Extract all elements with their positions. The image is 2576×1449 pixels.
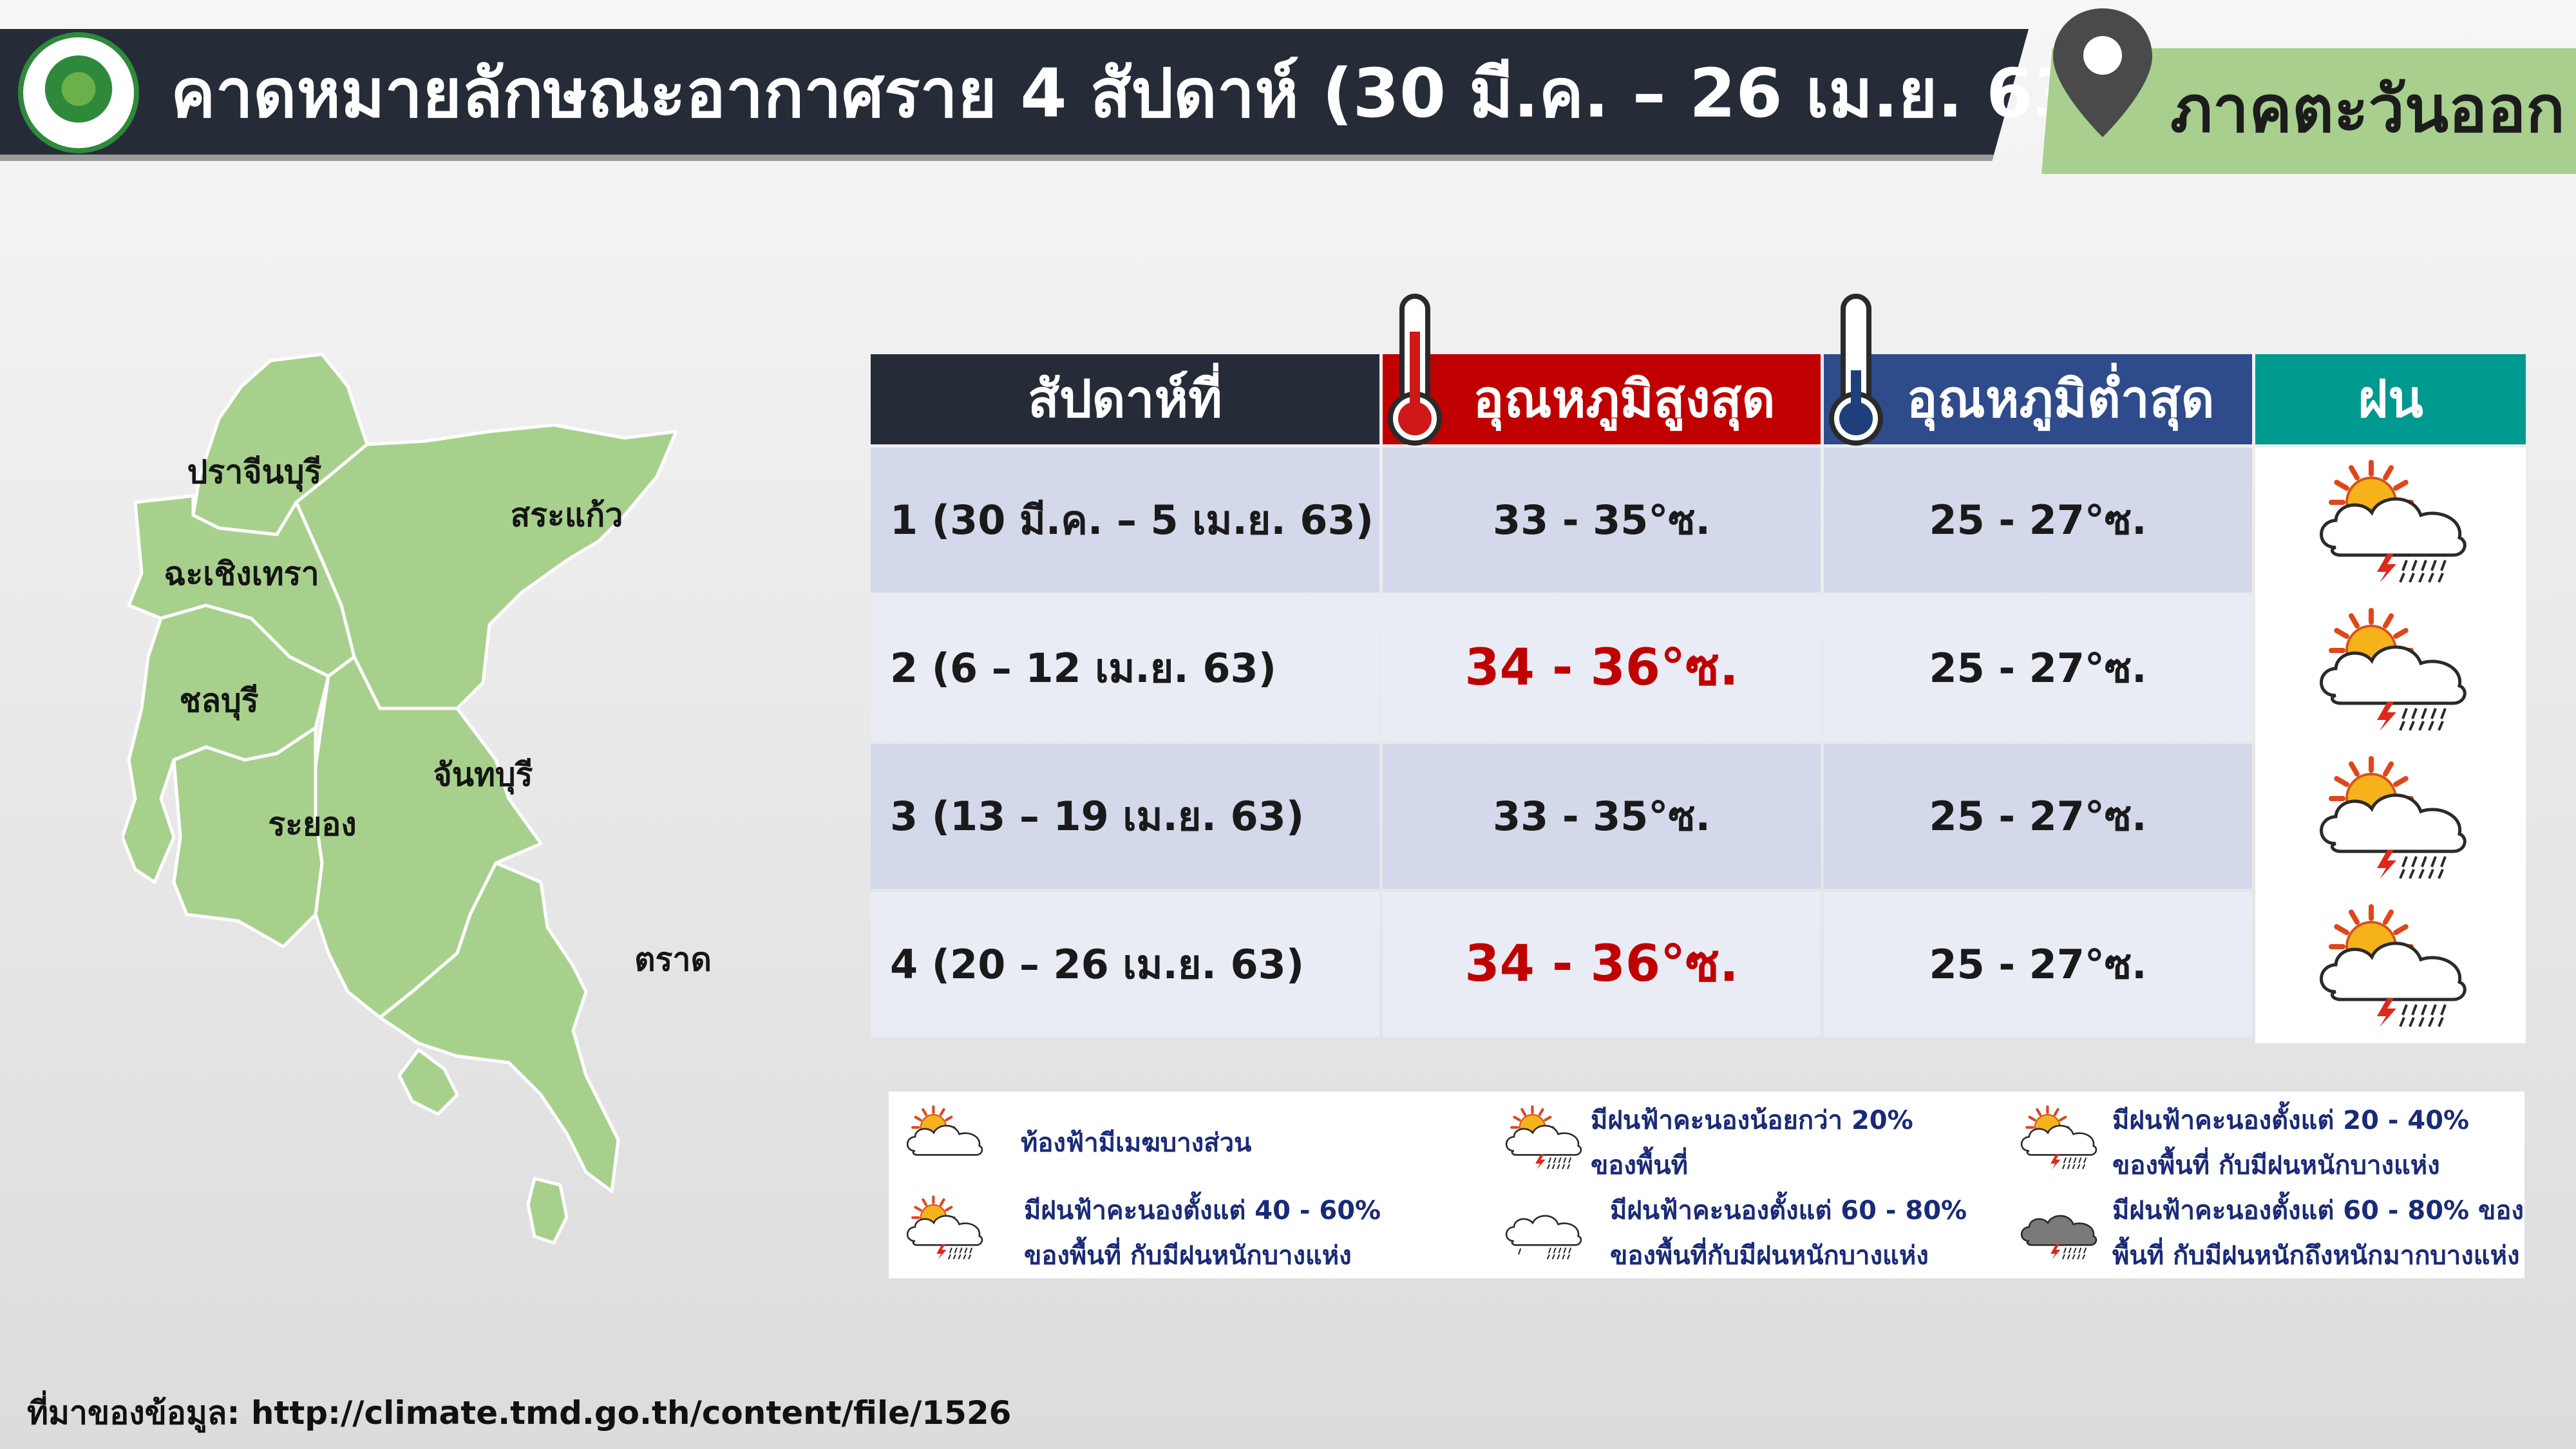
legend-item: มีฝนฟ้าคะนองน้อยกว่า 20% ของพื้นที่ [889, 1098, 2524, 1182]
island-koh-kood [526, 1177, 569, 1245]
legend-line-1: มีฝนฟ้าคะนองตั้งแต่ 40 - 60% [1024, 1196, 1381, 1226]
partly-cloudy-icon [906, 1105, 983, 1156]
thunderstorm-40-60-icon [2320, 608, 2467, 731]
week-cell: 4 (20 – 26 เม.ย. 63) [871, 892, 1379, 1037]
logo-emblem [41, 55, 116, 130]
province-label-prachinburi: ปราจีนบุรี [187, 453, 322, 492]
legend-line-1: มีฝนฟ้าคะนองตั้งแต่ 60 - 80% [1610, 1196, 1967, 1226]
header-max-temp: อุณหภูมิสูงสุด [1383, 354, 1821, 444]
legend-line-2: พื้นที่ กับมีฝนหนักถึงหนักมากบางแห่ง [2112, 1241, 2520, 1271]
location-pin-icon [2053, 8, 2152, 137]
province-rayong [172, 726, 324, 949]
region-label: ภาคตะวันออก [2170, 71, 2565, 147]
thunderstorm-40-60-icon [906, 1195, 983, 1260]
header-bar [0, 29, 2029, 161]
province-label-chachoengsao: ฉะเชิงเทรา [164, 555, 319, 592]
legend-item: ท้องฟ้ามีเมฆบางส่วน [889, 1098, 2524, 1182]
legend-line-2: ของพื้นที่ กับมีฝนหนักบางแห่ง [1024, 1241, 1352, 1271]
min-temp-cell: 25 - 27°ซ. [1824, 892, 2252, 1037]
legend-item: มีฝนฟ้าคะนองตั้งแต่ 20 - 40% ของพื้นที่ ก… [889, 1098, 2524, 1182]
legend-item: มีฝนฟ้าคะนองตั้งแต่ 40 - 60% ของพื้นที่ ก… [889, 1188, 2524, 1272]
min-temp-cell: 25 - 27°ซ. [1824, 744, 2252, 889]
max-temp-cell: 34 - 36°ซ. [1383, 596, 1821, 741]
legend-text: มีฝนฟ้าคะนองตั้งแต่ 60 - 80% ของพื้นที่กั… [1610, 1188, 1967, 1278]
legend-line-1: มีฝนฟ้าคะนองน้อยกว่า 20% [1591, 1106, 1913, 1135]
thunderstorm-40-60-icon [2320, 904, 2467, 1027]
island-koh-chang [397, 1048, 459, 1116]
legend-line-2: ของพื้นที่ กับมีฝนหนักบางแห่ง [2112, 1151, 2440, 1180]
header-week: สัปดาห์ที่ [871, 354, 1379, 444]
min-temp-cell: 25 - 27°ซ. [1824, 448, 2252, 592]
province-label-chanthaburi: จันทบุรี [433, 756, 533, 795]
province-label-chonburi: ชลบุรี [179, 682, 258, 721]
thunderstorm-lt20-icon [1505, 1105, 1582, 1170]
table-row: 2 (6 – 12 เม.ย. 63) 34 - 36°ซ. 25 - 27°ซ. [871, 596, 2252, 741]
source-text: ที่มาของข้อมูล: http://climate.tmd.go.th… [27, 1394, 1012, 1432]
rain-60-80-icon [1505, 1215, 1582, 1260]
province-trat [378, 861, 620, 1193]
heavy-storm-60-80-icon [2020, 1215, 2098, 1260]
legend-text: มีฝนฟ้าคะนองตั้งแต่ 60 - 80% ของพื้นที่ … [2112, 1188, 2524, 1278]
legend-text: มีฝนฟ้าคะนองตั้งแต่ 20 - 40% ของพื้นที่ ก… [2112, 1098, 2469, 1188]
header-rain: ฝน [2255, 354, 2526, 444]
legend-panel: ท้องฟ้ามีเมฆบางส่วน มีฝนฟ้าคะนองน้อยกว่า … [889, 1092, 2524, 1278]
week-cell: 3 (13 – 19 เม.ย. 63) [871, 744, 1379, 889]
legend-item: มีฝนฟ้าคะนองตั้งแต่ 60 - 80% ของพื้นที่กั… [889, 1188, 2524, 1272]
thunderstorm-40-60-icon [2320, 756, 2467, 879]
legend-line-2: ของพื้นที่กับมีฝนหนักบางแห่ง [1610, 1241, 1929, 1271]
legend-line-2: ของพื้นที่ [1591, 1151, 1688, 1180]
province-label-rayong: ระยอง [268, 806, 356, 843]
legend-text: มีฝนฟ้าคะนองน้อยกว่า 20% ของพื้นที่ [1591, 1098, 1913, 1188]
province-label-sa-kaeo: สระแก้ว [511, 497, 623, 534]
header-min-temp: อุณหภูมิต่ำสุด [1824, 354, 2252, 444]
page-title: คาดหมายลักษณะอากาศราย 4 สัปดาห์ (30 มี.ค… [171, 54, 2110, 133]
thunderstorm-40-60-icon [2320, 460, 2467, 583]
legend-text: มีฝนฟ้าคะนองตั้งแต่ 40 - 60% ของพื้นที่ ก… [1024, 1188, 1381, 1278]
legend-line-1: มีฝนฟ้าคะนองตั้งแต่ 20 - 40% [2112, 1106, 2470, 1135]
min-temp-cell: 25 - 27°ซ. [1824, 596, 2252, 741]
legend-text: ท้องฟ้ามีเมฆบางส่วน [1021, 1121, 1251, 1166]
table-row: 3 (13 – 19 เม.ย. 63) 33 - 35°ซ. 25 - 27°ซ. [871, 744, 2252, 889]
legend-item: มีฝนฟ้าคะนองตั้งแต่ 60 - 80% ของ พื้นที่ … [889, 1188, 2524, 1272]
week-cell: 2 (6 – 12 เม.ย. 63) [871, 596, 1379, 741]
tmd-logo [18, 32, 139, 153]
legend-line-1: ท้องฟ้ามีเมฆบางส่วน [1021, 1128, 1252, 1158]
legend-line-1: มีฝนฟ้าคะนองตั้งแต่ 60 - 80% ของ [2112, 1196, 2524, 1226]
thunderstorm-20-40-icon [2020, 1105, 2098, 1170]
province-label-trat: ตราด [634, 941, 712, 978]
max-temp-cell: 33 - 35°ซ. [1383, 448, 1821, 592]
thermometer-hot-icon [1388, 294, 1442, 446]
week-cell: 1 (30 มี.ค. – 5 เม.ย. 63) [871, 448, 1379, 592]
max-temp-cell: 33 - 35°ซ. [1383, 744, 1821, 889]
province-chonburi [122, 603, 330, 884]
max-temp-cell: 34 - 36°ซ. [1383, 892, 1821, 1037]
table-row: 4 (20 – 26 เม.ย. 63) 34 - 36°ซ. 25 - 27°ซ. [871, 892, 2252, 1037]
thermometer-cold-icon [1829, 294, 1883, 446]
east-region-map: ปราจีนบุรี สระแก้ว ฉะเชิงเทรา ชลบุรี จัน… [122, 352, 712, 1245]
forecast-table: สัปดาห์ที่ อุณหภูมิสูงสุด อุณหภูมิต่ำสุด… [871, 294, 2526, 1043]
table-row: 1 (30 มี.ค. – 5 เม.ย. 63) 33 - 35°ซ. 25 - … [871, 448, 2252, 592]
